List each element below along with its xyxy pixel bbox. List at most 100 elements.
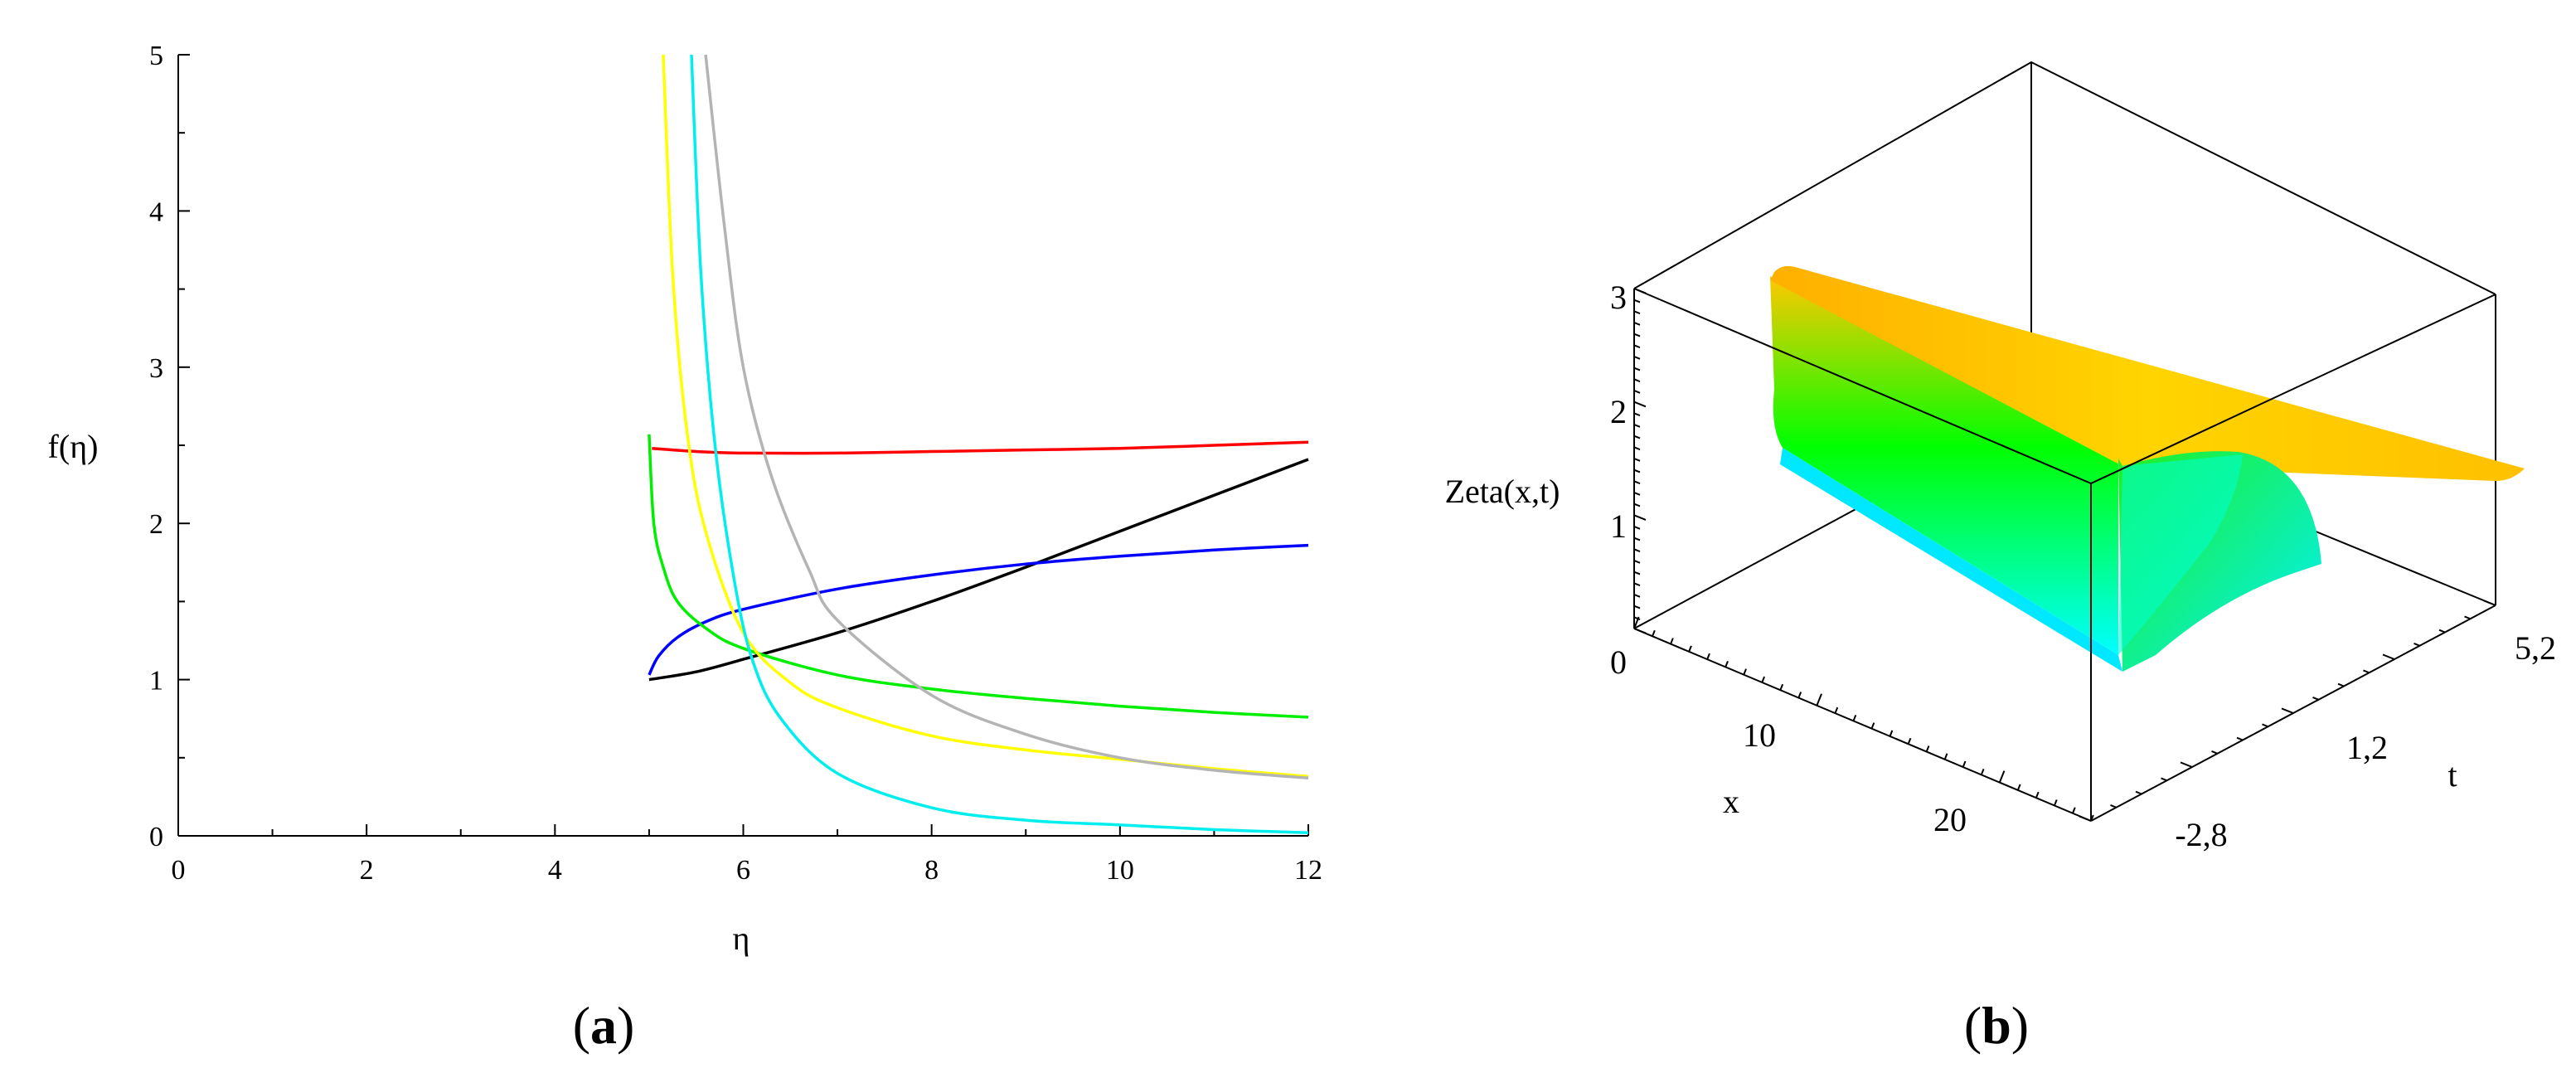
chart-b-t-tick [2312, 697, 2319, 701]
chart-b-z-tick [1633, 446, 1641, 451]
panel-label-b-letter: b [1982, 996, 2011, 1055]
chart-a-series-line-2 [648, 458, 1309, 682]
chart-b-surface-front-face-lower [1780, 448, 2122, 672]
chart-b-z-tick [1633, 390, 1641, 394]
chart-a-series-line-6 [690, 54, 1309, 834]
chart-a-y-tick-label: 4 [149, 197, 163, 227]
chart-b-x-tick [1980, 768, 1985, 775]
chart-a-x-tick-label: 8 [924, 855, 939, 886]
chart-b-t-axis-label: t [2447, 756, 2457, 794]
chart-b-x-tick [1725, 661, 1729, 668]
chart-b-t-tick [2110, 804, 2117, 808]
chart-a-series-line-1 [652, 440, 1309, 455]
chart-a-x-tick-label: 4 [548, 855, 562, 886]
chart-b-z-tick-label: 2 [1610, 393, 1627, 430]
chart-b-x-tick [1907, 737, 1912, 745]
chart-b-z-tick [1633, 514, 1647, 521]
panel-label-b: (b) [1964, 996, 2029, 1055]
chart-b-z-tick [1633, 628, 1647, 634]
chart-b-z-tick-label: 1 [1610, 507, 1627, 545]
chart-b-z-tick [1633, 344, 1641, 349]
chart-b-x-tick-label: 10 [1743, 716, 1776, 754]
chart-a-x-tick-label: 10 [1106, 855, 1134, 886]
chart-a-y-tick-label: 0 [149, 822, 163, 852]
chart-b-t-tick [2236, 736, 2244, 741]
chart-b-z-tick [1633, 469, 1641, 473]
chart-b-x-tick [1743, 668, 1747, 676]
chart-a-x-tick-label: 2 [360, 855, 374, 886]
chart-b-t-tick [2413, 643, 2420, 647]
chart-b-t-tick [2382, 653, 2395, 660]
chart-b-t-tick [2079, 815, 2092, 822]
chart-b-z-tick [1633, 424, 1641, 428]
chart-b-x-tick [2035, 791, 2040, 799]
chart-b-z-tick [1633, 492, 1641, 496]
chart-b-z-tick [1633, 526, 1641, 530]
chart-b-t-tick [2438, 629, 2446, 634]
chart-a-x-tick-label: 0 [172, 855, 186, 886]
chart-b-x-tick [1962, 760, 1967, 768]
chart-b-z-tick [1633, 333, 1641, 337]
chart-b-z-tick [1633, 560, 1641, 564]
chart-b-x-tick [1779, 683, 1784, 691]
chart-b-z-tick [1633, 594, 1641, 598]
chart-b: 3 2 1 0 10 20 -2,8 1,2 5,2 Zeta(x,t) x t… [1445, 61, 2556, 1055]
chart-b-box-front [1633, 288, 2496, 822]
chart-b-ticks [1633, 288, 2496, 822]
chart-b-z-tick [1633, 322, 1641, 326]
chart-b-x-tick [1943, 753, 1948, 760]
chart-a-x-tick-label: 6 [736, 855, 750, 886]
chart-b-x-tick [1889, 730, 1894, 737]
chart-b-z-tick-label: 0 [1610, 643, 1627, 681]
chart-a-axes [177, 55, 1308, 837]
chart-b-x-tick [1852, 714, 1857, 721]
chart-b-surface [1770, 265, 2525, 672]
chart-a-y-tick-label: 2 [149, 509, 163, 540]
chart-a-y-tick-label: 1 [149, 666, 163, 697]
chart-b-z-tick [1633, 367, 1641, 371]
chart-b-x-tick [2090, 814, 2094, 822]
chart-b-x-tick [1998, 770, 2006, 783]
chart-b-x-tick [1797, 692, 1802, 698]
chart-a-y-axis-label: f(η) [48, 428, 99, 465]
chart-b-x-axis-label: x [1723, 783, 1739, 820]
chart-b-t-tick [2180, 761, 2193, 768]
chart-a-series [648, 54, 1309, 834]
chart-b-t-tick [2211, 750, 2218, 755]
chart-b-z-tick [1633, 378, 1641, 383]
chart-b-x-tick [1706, 653, 1710, 660]
chart-b-t-tick [2363, 669, 2370, 674]
chart-b-x-tick [1688, 645, 1692, 653]
chart-a-series-line-3 [648, 543, 1309, 676]
chart-b-x-tick [1816, 693, 1822, 706]
chart-b-t-tick [2262, 723, 2268, 728]
chart-b-x-tick [1834, 706, 1839, 714]
chart-a-x-axis-label: η [733, 920, 750, 957]
chart-b-x-tick [2053, 799, 2058, 806]
chart-a-series-line-5 [662, 54, 1309, 779]
chart-b-x-tick [1652, 629, 1656, 637]
chart-b-z-tick [1633, 582, 1641, 587]
chart-b-z-tick [1633, 503, 1641, 507]
chart-b-surface-front-face [1770, 276, 2118, 655]
chart-b-t-tick [2337, 682, 2345, 687]
chart-b-x-tick [1761, 676, 1766, 683]
chart-b-t-tick-label: 5,2 [2515, 629, 2556, 667]
chart-b-x-tick [2072, 807, 2076, 814]
chart-b-z-tick [1633, 435, 1641, 439]
chart-a-series-line-7 [704, 54, 1309, 780]
chart-b-z-tick [1633, 356, 1641, 360]
chart-b-z-tick [1633, 616, 1641, 621]
chart-b-t-tick-label: 1,2 [2346, 729, 2388, 766]
chart-b-z-tick [1633, 288, 1647, 294]
chart-b-x-tick [1925, 745, 1930, 752]
chart-a-y-tick-label: 5 [149, 41, 163, 71]
chart-b-x-tick [1633, 616, 1640, 629]
chart-b-x-tick-label: 20 [1933, 801, 1967, 838]
chart-b-z-tick [1633, 548, 1641, 553]
chart-b-z-axis-label: Zeta(x,t) [1445, 473, 1560, 510]
chart-a-y-tick-label: 3 [149, 353, 163, 384]
chart-b-z-tick [1633, 458, 1641, 462]
